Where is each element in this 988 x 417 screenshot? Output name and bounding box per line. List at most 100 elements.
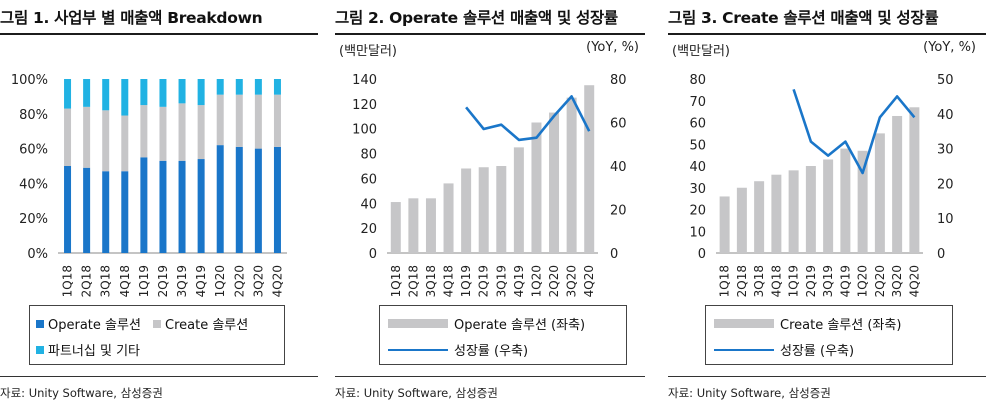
- y-tick-label: 40%: [19, 177, 48, 192]
- bar-segment: [178, 103, 186, 161]
- x-tick-label: 2Q20: [232, 265, 246, 297]
- y-tick-label: 60%: [19, 143, 48, 158]
- y2-tick-label: 80: [610, 73, 627, 88]
- bar-segment: [140, 105, 148, 158]
- bottom-rule: [335, 376, 645, 377]
- bar-segment: [121, 171, 129, 253]
- figure-2-panel: 그림 2. Operate 솔루션 매출액 및 성장률 (백만달러) (YoY,…: [335, 0, 645, 417]
- y2-tick-label: 0: [937, 247, 945, 262]
- bar-segment: [178, 160, 186, 253]
- legend-swatch-bar: [388, 319, 448, 328]
- bar-segment: [197, 105, 205, 160]
- y-tick-label: 20: [360, 222, 377, 237]
- x-tick-label: 2Q19: [804, 265, 818, 297]
- bar-segment: [273, 146, 281, 253]
- bar: [892, 115, 903, 253]
- legend-label-line: 성장률 (우축): [454, 344, 529, 359]
- bar: [805, 166, 816, 253]
- bar: [857, 150, 868, 253]
- figure-3-title: 그림 3. Create 솔루션 매출액 및 성장률: [668, 9, 939, 27]
- bar-segment: [64, 79, 72, 109]
- y2-tick-label: 0: [610, 247, 618, 262]
- x-tick-label: 1Q18: [389, 265, 403, 297]
- bar-segment: [254, 79, 262, 95]
- legend-item-operate: Operate 솔루션: [36, 314, 141, 333]
- title-rule: [668, 33, 986, 35]
- x-tick-label: 1Q18: [718, 265, 732, 297]
- bar: [443, 183, 454, 253]
- bar-segment: [273, 94, 281, 147]
- growth-line: [465, 95, 591, 142]
- figure-2-title: 그림 2. Operate 솔루션 매출액 및 성장률: [335, 9, 618, 27]
- figure-1-title: 그림 1. 사업부 별 매출액 Breakdown: [0, 9, 263, 27]
- y2-tick-label: 60: [610, 117, 627, 132]
- right-axis-unit: (YoY, %): [923, 40, 976, 55]
- legend-label-bar: Operate 솔루션 (좌축): [454, 318, 586, 333]
- bar-segment: [159, 160, 167, 253]
- bar-segment: [64, 108, 72, 166]
- bar-segment: [83, 79, 91, 107]
- x-tick-label: 4Q20: [270, 265, 284, 297]
- x-tick-label: 3Q19: [175, 265, 189, 297]
- x-tick-label: 3Q18: [752, 265, 766, 297]
- y2-tick-label: 20: [937, 177, 954, 192]
- bar: [754, 181, 765, 253]
- bottom-rule: [668, 376, 986, 377]
- y-tick-label: 120: [352, 98, 377, 113]
- x-tick-label: 1Q19: [137, 265, 151, 297]
- bar: [408, 198, 419, 253]
- y-tick-label: 140: [352, 73, 377, 88]
- y-tick-label: 20: [689, 204, 706, 219]
- y2-tick-label: 40: [610, 160, 627, 175]
- x-tick-label: 2Q18: [735, 265, 749, 297]
- y-tick-label: 60: [360, 172, 377, 187]
- bar-segment: [235, 94, 243, 147]
- y-tick-label: 0: [698, 247, 706, 262]
- x-tick-label: 1Q20: [529, 265, 543, 297]
- legend-swatch-line: [388, 348, 448, 351]
- x-tick-label: 2Q19: [156, 265, 170, 297]
- bar-segment: [235, 146, 243, 253]
- x-tick-label: 1Q20: [856, 265, 870, 297]
- y-tick-label: 70: [689, 95, 706, 110]
- y-tick-label: 40: [689, 160, 706, 175]
- legend-swatch-line: [714, 348, 774, 351]
- bar: [909, 107, 920, 254]
- y-tick-label: 100: [352, 123, 377, 138]
- bar: [513, 147, 524, 253]
- bar-segment: [254, 148, 262, 253]
- bar: [584, 85, 595, 253]
- x-tick-label: 1Q20: [213, 265, 227, 297]
- figure-3-panel: 그림 3. Create 솔루션 매출액 및 성장률 (백만달러) (YoY, …: [668, 0, 986, 417]
- bar: [874, 133, 885, 253]
- legend-label-partner: 파트너십 및 기타: [48, 344, 140, 359]
- x-tick-label: 3Q19: [494, 265, 508, 297]
- source-note: 자료: Unity Software, 삼성증권: [0, 386, 163, 400]
- stacked-bar-chart: 0% 20% 40% 60% 80% 100% 1Q18 2Q18 3Q18 4Q18 1Q19 2Q…: [11, 73, 287, 297]
- legend-label-bar: Create 솔루션 (좌축): [780, 318, 902, 333]
- bar-segment: [102, 110, 110, 172]
- x-tick-label: 4Q18: [118, 265, 132, 297]
- bar: [478, 167, 489, 253]
- bar-segment: [254, 94, 262, 149]
- x-tick-label: 3Q20: [251, 265, 265, 297]
- y-tick-label: 20%: [19, 212, 48, 227]
- legend-item-bar: Create 솔루션 (좌축): [714, 314, 901, 333]
- x-tick-label: 3Q18: [99, 265, 113, 297]
- bar: [461, 168, 472, 253]
- bar: [549, 112, 560, 253]
- x-tick-label: 3Q20: [890, 265, 904, 297]
- y-tick-label: 30: [689, 182, 706, 197]
- legend-item-line: 성장률 (우축): [714, 340, 854, 359]
- figure-3-legend: Create 솔루션 (좌축) 성장률 (우축): [705, 305, 953, 365]
- y-tick-label: 80%: [19, 108, 48, 123]
- bar: [771, 174, 782, 253]
- figure-2-legend: Operate 솔루션 (좌축) 성장률 (우축): [379, 305, 627, 365]
- bar-line-chart: 0 20 40 60 80 100 120 140 0 20 40 60 80 1Q18 2Q18 3Q18 4…: [352, 73, 627, 297]
- bar-segment: [273, 79, 281, 95]
- x-tick-label: 1Q18: [61, 265, 75, 297]
- x-tick-label: 2Q20: [873, 265, 887, 297]
- bar: [425, 198, 436, 253]
- figure-1-panel: 그림 1. 사업부 별 매출액 Breakdown 0% 20% 40% 60% 80%…: [0, 0, 318, 417]
- growth-line: [792, 88, 916, 175]
